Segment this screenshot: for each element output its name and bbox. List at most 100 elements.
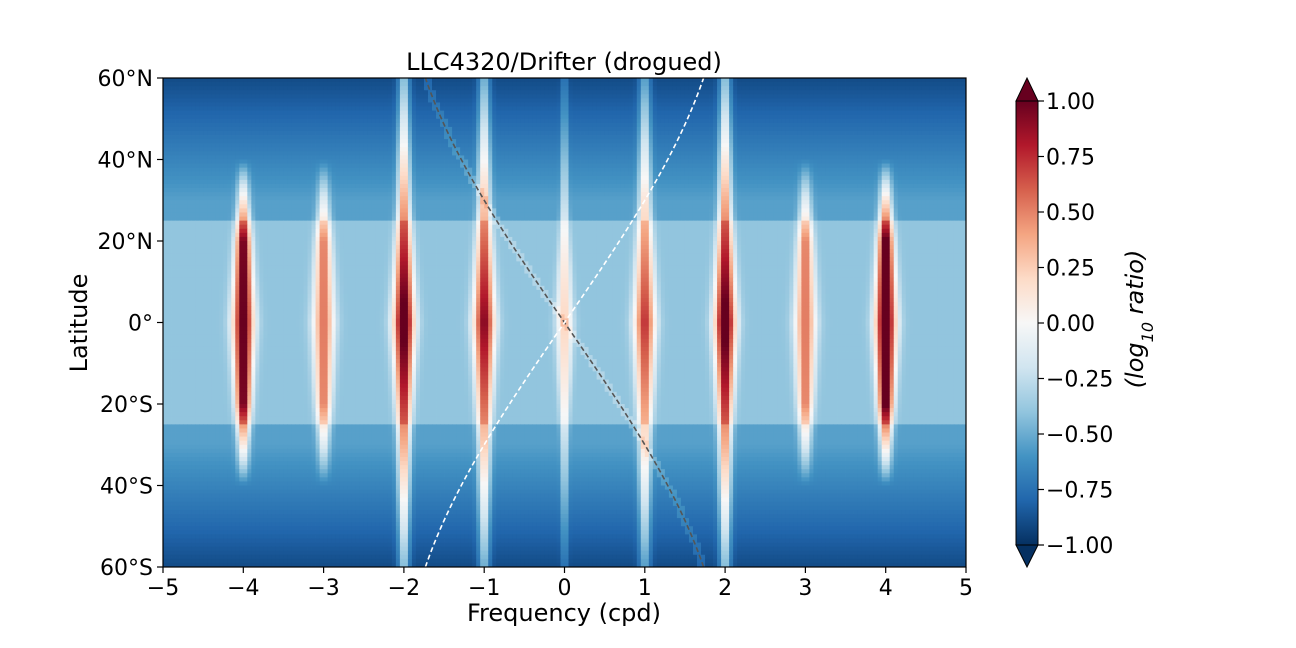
- heatmap-cell: [713, 78, 717, 82]
- heatmap-cell: [637, 139, 641, 143]
- heatmap-cell: [392, 98, 396, 102]
- heatmap-cell: [753, 123, 757, 127]
- heatmap-cell: [275, 143, 279, 147]
- heatmap-cell: [938, 119, 942, 123]
- heatmap-cell: [838, 127, 842, 131]
- heatmap-cell: [235, 139, 239, 143]
- heatmap-cell: [697, 151, 701, 155]
- heatmap-cell: [279, 98, 283, 102]
- heatmap-cell: [255, 139, 259, 143]
- heatmap-cell: [862, 164, 866, 168]
- heatmap-cell: [456, 172, 460, 176]
- heatmap-cell: [500, 135, 504, 139]
- heatmap-cell: [167, 111, 171, 115]
- heatmap-cell: [665, 131, 669, 135]
- heatmap-cell: [813, 90, 817, 94]
- heatmap-cell: [817, 131, 821, 135]
- heatmap-cell: [420, 176, 424, 180]
- heatmap-cell: [480, 94, 484, 98]
- heatmap-cell: [625, 143, 629, 147]
- heatmap-cell: [247, 119, 251, 123]
- heatmap-cell: [464, 90, 468, 94]
- heatmap-cell: [404, 119, 408, 123]
- heatmap-cell: [476, 168, 480, 172]
- heatmap-cell: [757, 168, 761, 172]
- heatmap-cell: [440, 147, 444, 151]
- heatmap-cell: [693, 123, 697, 127]
- heatmap-cell: [689, 139, 693, 143]
- heatmap-cell: [805, 127, 809, 131]
- heatmap-cell: [926, 151, 930, 155]
- heatmap-cell: [673, 98, 677, 102]
- heatmap-cell: [733, 90, 737, 94]
- heatmap-cell: [416, 107, 420, 111]
- heatmap-cell: [544, 107, 548, 111]
- heatmap-cell: [922, 94, 926, 98]
- heatmap-cell: [681, 98, 685, 102]
- heatmap-cell: [950, 164, 954, 168]
- heatmap-cell: [918, 127, 922, 131]
- heatmap-cell: [452, 102, 456, 106]
- heatmap-cell: [757, 151, 761, 155]
- heatmap-cell: [316, 160, 320, 164]
- heatmap-cell: [516, 151, 520, 155]
- heatmap-cell: [231, 147, 235, 151]
- heatmap-cell: [524, 111, 528, 115]
- heatmap-cell: [741, 78, 745, 82]
- heatmap-cell: [512, 131, 516, 135]
- heatmap-cell: [577, 123, 581, 127]
- heatmap-cell: [552, 168, 556, 172]
- heatmap-cell: [870, 86, 874, 90]
- heatmap-cell: [902, 147, 906, 151]
- heatmap-cell: [733, 143, 737, 147]
- heatmap-cell: [251, 176, 255, 180]
- heatmap-cell: [565, 82, 569, 86]
- heatmap-cell: [392, 135, 396, 139]
- heatmap-cell: [336, 115, 340, 119]
- heatmap-cell: [364, 155, 368, 159]
- heatmap-cell: [516, 168, 520, 172]
- heatmap-cell: [777, 176, 781, 180]
- heatmap-cell: [476, 160, 480, 164]
- heatmap-cell: [645, 90, 649, 94]
- heatmap-cell: [946, 115, 950, 119]
- heatmap-cell: [681, 155, 685, 159]
- heatmap-cell: [805, 176, 809, 180]
- heatmap-cell: [829, 111, 833, 115]
- heatmap-cell: [681, 160, 685, 164]
- heatmap-cell: [464, 160, 468, 164]
- heatmap-cell: [388, 155, 392, 159]
- heatmap-cell: [420, 151, 424, 155]
- heatmap-cell: [548, 151, 552, 155]
- heatmap-cell: [633, 119, 637, 123]
- heatmap-cell: [191, 151, 195, 155]
- heatmap-cell: [685, 168, 689, 172]
- heatmap-cell: [649, 160, 653, 164]
- heatmap-cell: [854, 127, 858, 131]
- heatmap-cell: [416, 139, 420, 143]
- heatmap-cell: [781, 160, 785, 164]
- heatmap-cell: [753, 151, 757, 155]
- heatmap-cell: [191, 115, 195, 119]
- heatmap-cell: [432, 151, 436, 155]
- heatmap-cell: [565, 147, 569, 151]
- heatmap-cell: [316, 98, 320, 102]
- heatmap-cell: [825, 107, 829, 111]
- heatmap-cell: [886, 131, 890, 135]
- heatmap-cell: [279, 176, 283, 180]
- heatmap-cell: [926, 123, 930, 127]
- heatmap-cell: [669, 102, 673, 106]
- heatmap-cell: [552, 164, 556, 168]
- heatmap-cell: [693, 168, 697, 172]
- heatmap-cell: [866, 107, 870, 111]
- heatmap-cell: [544, 78, 548, 82]
- heatmap-cell: [733, 147, 737, 151]
- heatmap-cell: [850, 127, 854, 131]
- heatmap-cell: [914, 127, 918, 131]
- heatmap-cell: [404, 94, 408, 98]
- heatmap-cell: [890, 160, 894, 164]
- heatmap-cell: [436, 119, 440, 123]
- heatmap-cell: [713, 123, 717, 127]
- heatmap-cell: [416, 115, 420, 119]
- heatmap-cell: [842, 78, 846, 82]
